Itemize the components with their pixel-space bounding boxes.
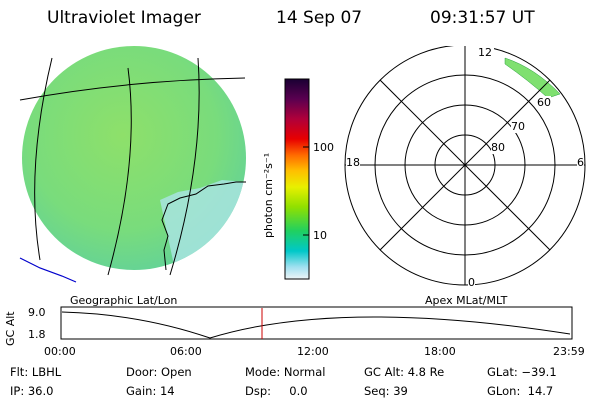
dsp-info: Dsp: 0.0 — [245, 384, 308, 398]
time-label: 09:31:57 UT — [430, 8, 535, 28]
polar-panel-label: Apex MLat/MLT — [425, 294, 508, 307]
latitude-line — [19, 77, 246, 101]
timeline-xtick: 18:00 — [424, 345, 456, 358]
timeline-xtick: 06:00 — [170, 345, 202, 358]
mlt-label-12: 12 — [476, 46, 494, 59]
aurora-oval — [504, 57, 561, 99]
colorbar-tick-10: 10 — [313, 229, 327, 242]
timeline-xtick: 00:00 — [44, 345, 76, 358]
mode-info: Mode: Normal — [245, 365, 326, 379]
timeline-ytick-high: 9.0 — [28, 306, 46, 319]
filter-info: Flt: LBHL — [10, 365, 62, 379]
glat-info: GLat: −39.1 — [487, 365, 557, 379]
altitude-timeline — [60, 306, 573, 340]
lat-label-60: 60 — [537, 96, 551, 109]
date-label: 14 Sep 07 — [276, 8, 363, 28]
app-title: Ultraviolet Imager — [47, 8, 201, 28]
timeline-xtick: 12:00 — [297, 345, 329, 358]
coastline — [19, 257, 77, 283]
seq-info: Seq: 39 — [364, 384, 408, 398]
altitude-curve — [61, 311, 571, 339]
timeline-ylabel: GC Alt — [4, 311, 17, 346]
longitude-line — [107, 67, 132, 276]
gain-info: Gain: 14 — [126, 384, 175, 398]
longitude-line — [169, 57, 200, 276]
mlt-diagonal — [379, 79, 551, 251]
mlt-label-0: 0 — [468, 276, 475, 289]
uv-image-panel — [19, 46, 246, 283]
colorbar-unit-label: photon cm⁻²s⁻¹ — [262, 152, 275, 238]
longitude-line — [34, 57, 53, 261]
glon-info: GLon: 14.7 — [487, 384, 554, 398]
terminator-line — [161, 181, 246, 271]
mlt-label-18: 18 — [346, 156, 360, 169]
door-info: Door: Open — [126, 365, 192, 379]
lat-label-80: 80 — [491, 141, 505, 154]
colorbar-tick-100: 100 — [313, 141, 334, 154]
polar-plot — [344, 46, 586, 286]
colorbar — [284, 78, 310, 280]
timeline-xtick: 23:59 — [553, 345, 585, 358]
gc-alt-info: GC Alt: 4.8 Re — [364, 365, 445, 379]
mlt-label-6: 6 — [577, 156, 584, 169]
left-panel-label: Geographic Lat/Lon — [70, 294, 178, 307]
ip-info: IP: 36.0 — [10, 384, 54, 398]
timeline-ytick-low: 1.8 — [28, 328, 46, 341]
lat-label-70: 70 — [511, 120, 525, 133]
